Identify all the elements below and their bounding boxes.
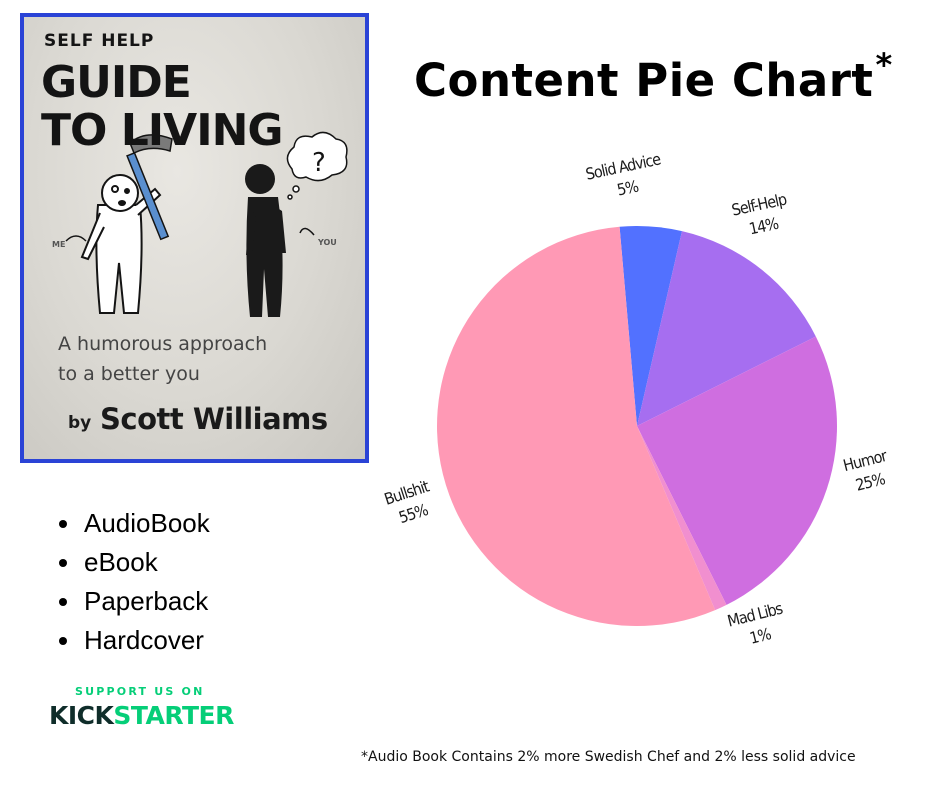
cover-title-line1: GUIDE [41,57,192,108]
format-item-paperback: Paperback [82,582,210,621]
cover-subtitle-line1: A humorous approach [58,333,268,355]
cover-illustration: ? ME YOU [52,131,348,317]
kickstarter-support-text: Support us on [75,685,205,698]
chart-footnote: *Audio Book Contains 2% more Swedish Che… [361,749,856,765]
cover-title-line2: TO LIVING [41,105,284,156]
pie-label-category: Self-Help [730,189,789,219]
pie-slice-mad-libs [637,426,727,611]
hammer-icon [126,134,173,241]
you-arrow-icon [299,227,315,236]
cover-artwork: ? ME YOU SELF HELP GUIDE TO LIVING A hum… [24,17,365,459]
kickstarter-logo-kick: KICK [49,701,114,730]
thought-bubble-icon: ? [286,131,348,200]
cover-author: Scott Williams [100,402,328,436]
pie-label-value: 5% [615,177,640,200]
kickstarter-logo-starter: STARTER [113,701,234,730]
me-arrow-icon [65,235,87,242]
thought-question-mark: ? [312,148,326,178]
chart-title-text: Content Pie Chart [414,54,874,107]
format-item-ebook: eBook [82,543,210,582]
cover-kicker: SELF HELP [44,31,155,51]
pie-slice-self-help [637,231,816,426]
pie-slice-bullshit [437,226,716,626]
pie-slice-solid-advice [619,226,682,426]
cover-by: by [68,413,92,433]
me-label: ME [52,240,65,249]
chart-title-asterisk: * [875,46,893,84]
chart-title: Content Pie Chart* [414,46,893,107]
kickstarter-logo[interactable]: KICKSTARTER [49,703,234,728]
cover-subtitle-line2: to a better you [58,363,200,385]
pie-label-category: Mad Libs [725,599,784,631]
pie-label-value: 1% [748,624,773,648]
book-cover: ? ME YOU SELF HELP GUIDE TO LIVING A hum… [20,13,369,463]
pie-label-value: 14% [747,214,780,239]
format-item-audiobook: AudioBook [82,504,210,543]
you-label: YOU [317,238,337,247]
pie-label-value: 25% [854,469,887,495]
formats-list: AudioBook eBook Paperback Hardcover [48,504,210,660]
you-stick-figure [245,164,286,317]
pie-slice-humor [637,336,837,605]
format-item-hardcover: Hardcover [82,621,210,660]
